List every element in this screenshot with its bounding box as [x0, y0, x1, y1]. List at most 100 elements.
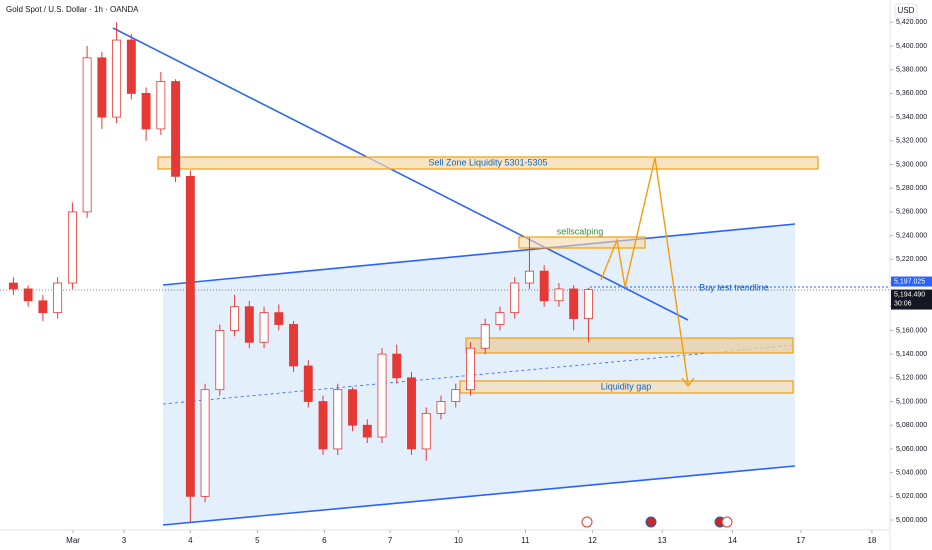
- y-tick-label: 5,120.000: [896, 375, 927, 382]
- event-icon[interactable]: [581, 516, 593, 528]
- y-tick-label: 5,000.000: [896, 517, 927, 524]
- y-tick-label: 5,100.000: [896, 398, 927, 405]
- candle-body: [348, 389, 357, 426]
- candle-body: [97, 57, 107, 118]
- x-tick-label: 5: [255, 536, 260, 545]
- candle-body: [23, 288, 33, 302]
- price-tag-label: 5,197.025: [894, 278, 925, 285]
- candle-body: [510, 282, 520, 314]
- y-tick-label: 5,240.000: [896, 232, 927, 239]
- candle-body: [554, 288, 564, 302]
- y-tick-label: 5,220.000: [896, 256, 927, 263]
- chart-title: Gold Spot / U.S. Dollar · 1h · OANDA: [6, 5, 139, 14]
- candle-body: [333, 389, 343, 450]
- x-tick-label: 13: [658, 536, 667, 545]
- x-tick-label: 11: [521, 536, 530, 545]
- candle-body: [421, 412, 431, 450]
- projection-path: [600, 157, 689, 385]
- x-tick-label: 17: [796, 536, 805, 545]
- y-tick-label: 5,140.000: [896, 351, 927, 358]
- candle-body: [67, 211, 77, 284]
- currency-box[interactable]: [894, 3, 918, 19]
- candle-body: [289, 324, 298, 367]
- descending-trendline: [112, 27, 689, 321]
- x-tick-label: 10: [454, 536, 463, 545]
- channel-mid: [162, 344, 796, 405]
- x-tick-label: 4: [188, 536, 193, 545]
- candle-body: [451, 389, 461, 402]
- candle-body: [171, 81, 181, 177]
- y-tick-label: 5,280.000: [896, 185, 927, 192]
- currency[interactable]: USD: [898, 6, 915, 15]
- y-tick-label: 5,020.000: [896, 493, 927, 500]
- candle-body: [244, 306, 254, 343]
- candle-body: [466, 347, 475, 391]
- candle-body: [215, 330, 225, 391]
- x-tick-label: 18: [867, 536, 876, 545]
- x-tick-label: 7: [388, 536, 393, 545]
- candle-body: [569, 288, 579, 319]
- candle-body: [539, 270, 549, 302]
- y-tick-label: 5,040.000: [896, 469, 927, 476]
- y-tick-label: 5,160.000: [896, 327, 927, 334]
- y-tick-label: 5,080.000: [896, 422, 927, 429]
- price-tag: [891, 276, 932, 287]
- candle-body: [38, 300, 48, 314]
- candle-body: [259, 312, 269, 343]
- price-tag-label: 5,194.490: [894, 291, 925, 298]
- x-tick-label: 3: [122, 536, 127, 545]
- y-tick-label: 5,360.000: [896, 90, 927, 97]
- y-tick-label: 5,340.000: [896, 114, 927, 121]
- candle-body: [318, 401, 328, 450]
- candle-body: [407, 377, 416, 450]
- candle-body: [436, 401, 446, 414]
- sell-zone-label: Sell Zone Liquidity 5301-5305: [428, 157, 547, 167]
- projection-arrow: [681, 377, 695, 388]
- candle-body: [495, 312, 505, 325]
- candle-body: [524, 270, 534, 284]
- candle-body: [112, 39, 122, 118]
- candle-body: [126, 39, 136, 94]
- buy-label: Buy test trendline: [699, 282, 769, 292]
- candle-body: [274, 312, 284, 325]
- y-tick-label: 5,420.000: [896, 19, 927, 26]
- channel-bottom: [162, 465, 796, 526]
- x-tick-label: 6: [322, 536, 327, 545]
- candle-body: [303, 365, 313, 402]
- candle-body: [230, 306, 240, 331]
- candle-body: [82, 57, 92, 213]
- countdown: 30:06: [894, 300, 912, 307]
- candle-body: [53, 282, 63, 314]
- candle-body: [200, 389, 210, 497]
- event-icon[interactable]: [721, 516, 733, 528]
- x-tick-label: 14: [728, 536, 737, 545]
- y-tick-label: 5,060.000: [896, 446, 927, 453]
- gap-label: Liquidity gap: [601, 381, 652, 391]
- event-icon[interactable]: [645, 516, 657, 528]
- x-tick-label: Mar: [66, 536, 80, 545]
- demand-zone: [465, 337, 794, 354]
- y-tick-label: 5,400.000: [896, 43, 927, 50]
- x-tick-label: 12: [588, 536, 597, 545]
- candle-body: [362, 424, 372, 438]
- candle-body: [141, 92, 151, 130]
- scalp-zone: [518, 236, 646, 249]
- candle-body: [392, 353, 402, 379]
- scalp-label: sellscalping: [557, 226, 604, 236]
- channel-top: [162, 223, 796, 286]
- channel-fill: [163, 224, 795, 525]
- gap-zone: [459, 380, 794, 394]
- candle-body: [156, 81, 166, 130]
- y-tick-label: 5,380.000: [896, 67, 927, 74]
- price-tag: [891, 289, 932, 310]
- candle-body: [583, 289, 593, 319]
- candle-body: [185, 175, 195, 497]
- y-tick-label: 5,320.000: [896, 138, 927, 145]
- candle-body: [480, 324, 490, 349]
- candle-body: [8, 282, 18, 290]
- candle-body: [377, 353, 387, 438]
- y-tick-label: 5,300.000: [896, 161, 927, 168]
- y-tick-label: 5,260.000: [896, 209, 927, 216]
- plot: Sell Zone Liquidity 5301-5305 sellscalpi…: [0, 22, 890, 528]
